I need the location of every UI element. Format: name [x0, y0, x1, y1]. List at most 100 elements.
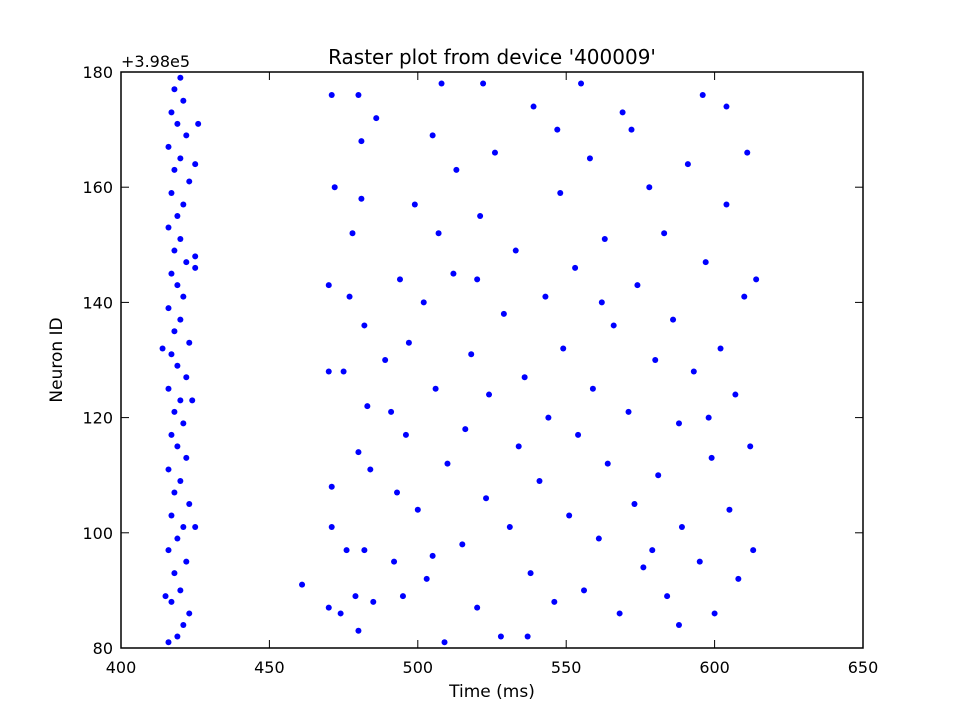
spike-point — [560, 345, 567, 352]
spike-point — [391, 558, 398, 565]
spike-point — [177, 477, 184, 484]
spike-point — [699, 92, 706, 99]
spike-point — [388, 408, 395, 415]
spike-point — [171, 247, 178, 254]
spike-point — [747, 443, 754, 450]
spike-point — [162, 593, 169, 600]
spike-point — [480, 80, 487, 87]
spike-point — [171, 86, 178, 93]
y-tick-label: 160 — [82, 178, 113, 197]
spike-point — [180, 524, 187, 531]
spike-point — [183, 259, 190, 266]
spike-point — [530, 103, 537, 110]
spike-point — [414, 506, 421, 513]
spike-point — [358, 195, 365, 202]
chart-title: Raster plot from device '400009' — [328, 45, 656, 69]
spike-point — [355, 92, 362, 99]
spike-point — [165, 466, 172, 473]
spike-point — [566, 512, 573, 519]
y-tick-label: 80 — [93, 639, 113, 658]
spike-point — [664, 593, 671, 600]
spike-point — [165, 305, 172, 312]
spike-point — [195, 120, 202, 127]
spike-point — [174, 120, 181, 127]
spike-point — [399, 593, 406, 600]
spike-point — [328, 524, 335, 531]
spike-point — [174, 535, 181, 542]
spike-point — [355, 627, 362, 634]
spike-point — [331, 184, 338, 191]
spike-point — [655, 472, 662, 479]
spike-point — [349, 230, 356, 237]
spike-point — [474, 604, 481, 611]
spike-point — [192, 253, 199, 260]
spike-point — [678, 524, 685, 531]
spike-point — [423, 575, 430, 582]
spike-point — [557, 189, 564, 196]
spike-point — [299, 581, 306, 588]
spike-point — [589, 385, 596, 392]
spike-point — [174, 282, 181, 289]
spike-point — [675, 420, 682, 427]
spike-point — [165, 639, 172, 646]
spike-point — [581, 587, 588, 594]
spike-point — [174, 213, 181, 219]
spike-point — [180, 621, 187, 628]
spike-point — [732, 391, 739, 398]
y-offset-label: +3.98e5 — [121, 52, 190, 71]
spike-point — [595, 535, 602, 542]
spike-point — [364, 403, 371, 410]
y-axis-ticks: 80 100 120 140 160 180 — [82, 63, 863, 658]
spike-point — [177, 587, 184, 594]
spike-point — [165, 224, 172, 231]
spike-point — [515, 443, 522, 450]
spike-point — [486, 391, 493, 398]
x-tick-label: 600 — [699, 658, 730, 677]
spike-point — [394, 489, 401, 496]
spike-point — [168, 512, 175, 519]
spike-point — [177, 74, 184, 81]
spike-point — [328, 92, 335, 99]
spike-point — [189, 397, 196, 404]
y-tick-label: 120 — [82, 409, 113, 428]
spike-point — [696, 558, 703, 565]
spike-point — [554, 126, 561, 133]
spike-point — [165, 547, 172, 554]
spike-point — [628, 126, 635, 133]
spike-point — [512, 247, 519, 254]
spike-point — [180, 293, 187, 300]
spike-point — [741, 293, 748, 300]
spike-point — [352, 593, 359, 600]
spike-point — [192, 161, 199, 168]
spike-point — [684, 161, 691, 168]
spike-point — [675, 621, 682, 628]
spike-point — [438, 80, 445, 87]
spike-point — [180, 97, 187, 104]
spike-point — [343, 547, 350, 554]
spike-point — [370, 598, 377, 605]
x-tick-label: 650 — [848, 658, 879, 677]
spike-points-layer — [159, 74, 760, 646]
spike-point — [186, 178, 193, 185]
x-axis-ticks: 400 450 500 550 600 650 — [106, 72, 879, 677]
x-tick-label: 500 — [403, 658, 434, 677]
spike-point — [355, 449, 362, 456]
spike-point — [441, 639, 448, 646]
spike-point — [625, 408, 632, 415]
spike-point — [180, 201, 187, 208]
spike-point — [411, 201, 418, 208]
spike-point — [192, 264, 199, 271]
spike-point — [171, 408, 178, 415]
spike-point — [483, 495, 490, 502]
spike-point — [177, 155, 184, 162]
spike-point — [477, 213, 484, 219]
y-tick-label: 140 — [82, 293, 113, 312]
spike-point — [429, 132, 436, 139]
spike-point — [462, 426, 469, 433]
spike-point — [616, 610, 623, 617]
spike-point — [735, 575, 742, 582]
spike-point — [174, 633, 181, 640]
x-tick-label: 400 — [106, 658, 137, 677]
spike-point — [165, 143, 172, 150]
